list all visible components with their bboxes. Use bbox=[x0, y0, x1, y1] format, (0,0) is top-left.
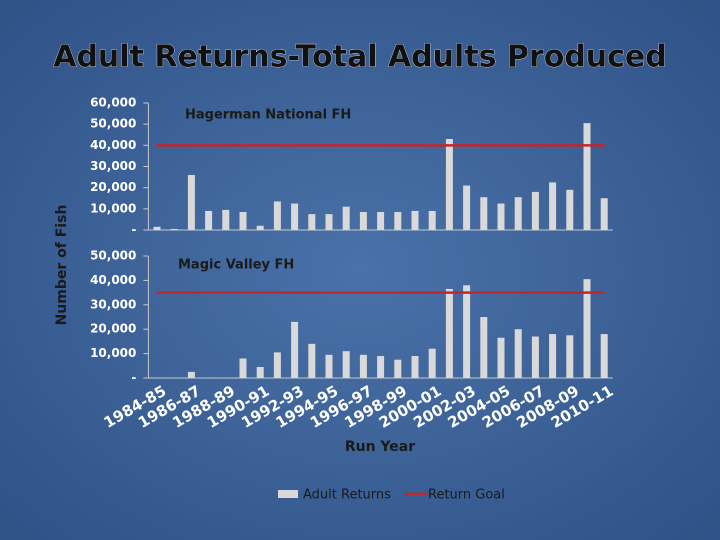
bar bbox=[480, 197, 488, 230]
bar bbox=[205, 210, 213, 230]
bar bbox=[187, 371, 195, 378]
bar bbox=[583, 279, 591, 378]
bar bbox=[411, 210, 419, 230]
bar bbox=[377, 356, 385, 378]
bar bbox=[497, 337, 505, 378]
bar bbox=[394, 212, 402, 230]
bar bbox=[480, 317, 488, 378]
bar bbox=[549, 182, 557, 230]
panel-subtitle: Hagerman National FH bbox=[185, 108, 351, 123]
y-tick-label: 50,000 bbox=[90, 249, 136, 263]
y-tick-label: 30,000 bbox=[90, 159, 136, 173]
legend-label: Adult Returns bbox=[303, 488, 391, 503]
bar bbox=[256, 367, 264, 378]
bar bbox=[600, 334, 608, 378]
bar bbox=[273, 201, 281, 230]
bar bbox=[566, 335, 574, 378]
bar bbox=[463, 285, 471, 378]
bar bbox=[256, 225, 264, 230]
legend-swatch bbox=[278, 490, 298, 498]
bar bbox=[583, 123, 591, 230]
y-tick-label: 10,000 bbox=[90, 201, 136, 215]
bar bbox=[445, 288, 453, 378]
y-tick-label: 10,000 bbox=[90, 346, 136, 360]
bar bbox=[325, 354, 333, 378]
bar bbox=[428, 210, 436, 230]
y-tick-label: 60,000 bbox=[90, 96, 136, 110]
y-tick-label: 20,000 bbox=[90, 180, 136, 194]
bar bbox=[291, 321, 299, 378]
bar bbox=[359, 354, 367, 378]
bar bbox=[497, 203, 505, 230]
y-tick-label: 50,000 bbox=[90, 117, 136, 131]
bar bbox=[359, 212, 367, 230]
bar bbox=[531, 191, 539, 230]
bar bbox=[187, 174, 195, 230]
y-axis-label: Number of Fish bbox=[54, 205, 70, 326]
y-tick-label: 20,000 bbox=[90, 322, 136, 336]
bar bbox=[514, 329, 522, 378]
panel-subtitle: Magic Valley FH bbox=[178, 258, 294, 273]
y-tick-label: - bbox=[131, 223, 136, 237]
y-tick-label: 40,000 bbox=[90, 273, 136, 287]
bar bbox=[273, 352, 281, 378]
bar bbox=[514, 197, 522, 230]
bar bbox=[342, 206, 350, 230]
bar bbox=[600, 198, 608, 230]
y-tick-label: 40,000 bbox=[90, 138, 136, 152]
bar bbox=[153, 226, 161, 230]
x-axis-label: Run Year bbox=[345, 439, 415, 455]
bar bbox=[342, 351, 350, 378]
bar bbox=[308, 214, 316, 230]
chart-title: Adult Returns-Total Adults Produced bbox=[53, 40, 667, 75]
bar bbox=[239, 358, 247, 378]
bar bbox=[170, 228, 178, 230]
bar bbox=[291, 203, 299, 230]
bar bbox=[445, 138, 453, 230]
bar bbox=[566, 189, 574, 230]
bar bbox=[549, 334, 557, 378]
bar bbox=[308, 343, 316, 378]
bar bbox=[411, 356, 419, 378]
bar bbox=[531, 336, 539, 378]
bar bbox=[463, 185, 471, 230]
bar bbox=[325, 214, 333, 230]
y-tick-label: - bbox=[131, 371, 136, 385]
bar bbox=[222, 209, 230, 230]
y-tick-label: 30,000 bbox=[90, 297, 136, 311]
legend-label: Return Goal bbox=[428, 488, 505, 503]
bar bbox=[394, 359, 402, 378]
bar bbox=[239, 212, 247, 230]
bar bbox=[377, 212, 385, 230]
bar bbox=[428, 348, 436, 378]
